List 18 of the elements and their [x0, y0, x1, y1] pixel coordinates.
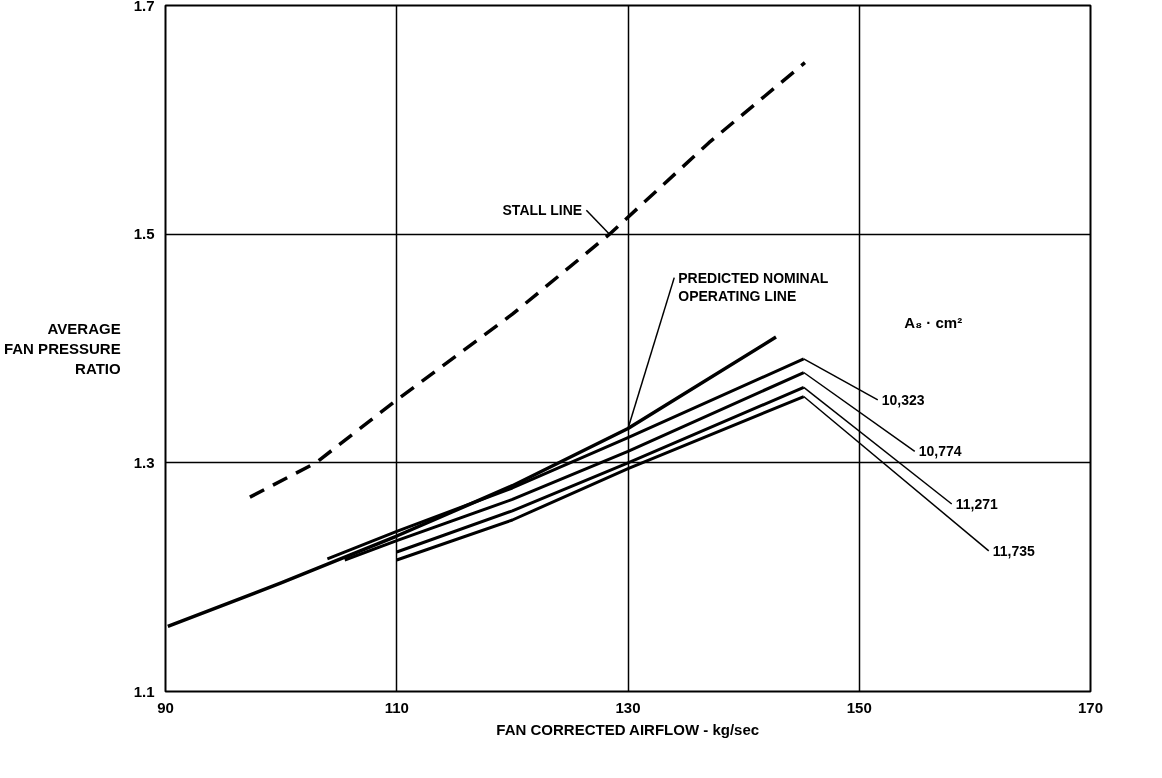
y-axis-title: AVERAGE FAN PRESSURE RATIO: [3, 319, 121, 378]
text: STALL LINE: [502, 202, 583, 219]
y-tick-label: 1.7: [133, 0, 155, 14]
x-axis-title: FAN CORRECTED AIRFLOW - kg/sec: [496, 720, 760, 738]
x-tick-label: 150: [846, 698, 872, 716]
x-tick-label: 110: [384, 698, 409, 716]
x-tick-label: 170: [1077, 698, 1104, 716]
y-tick-label: 1.3: [133, 453, 155, 471]
y-tick-label: 1.1: [133, 682, 155, 700]
text: 10,774: [918, 443, 962, 460]
x-tick-label: 130: [615, 698, 641, 716]
legend-title: A₈ · cm²: [904, 314, 963, 332]
text: 11,271: [955, 495, 999, 512]
x-tick-label: 90: [157, 698, 174, 716]
text: 11,735: [992, 542, 1036, 559]
y-tick-label: 1.5: [133, 225, 155, 243]
text: PREDICTED NOMINAL OPERATING LINE: [678, 269, 829, 304]
text: 10,323: [881, 391, 925, 408]
